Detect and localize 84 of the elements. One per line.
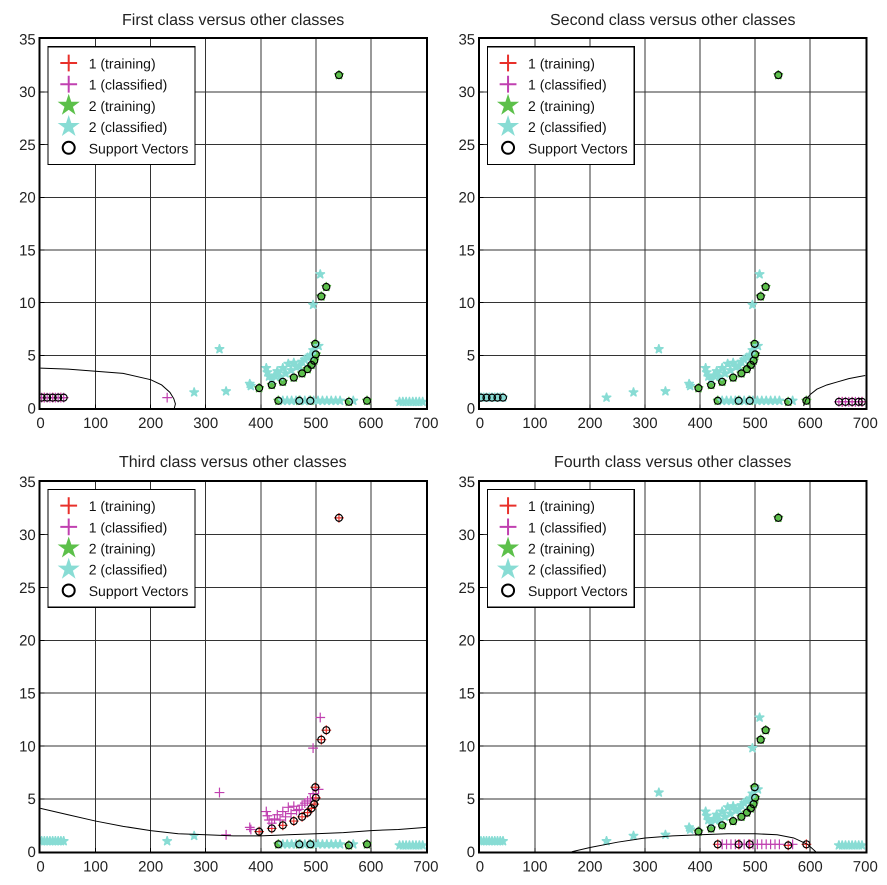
x-tick-label: 200: [577, 414, 603, 432]
legend-label: 2 (classified): [528, 119, 607, 136]
y-tick-label: 10: [458, 295, 476, 312]
legend-label: 1 (classified): [88, 76, 168, 93]
y-tick-label: 15: [19, 685, 36, 702]
legend-label: 1 (classified): [528, 519, 607, 536]
x-tick-label: 500: [742, 414, 768, 432]
x-tick-label: 300: [193, 858, 218, 876]
legend-label: 2 (classified): [88, 119, 168, 136]
x-tick-label: 400: [688, 414, 713, 432]
legend-label: Support Vectors: [88, 140, 188, 156]
y-tick-label: 20: [19, 632, 36, 650]
legend-label: 2 (classified): [528, 562, 607, 578]
y-tick-label: 5: [27, 348, 36, 365]
y-tick-label: 25: [19, 580, 36, 597]
x-tick-label: 700: [413, 858, 438, 876]
y-tick-label: 15: [458, 685, 476, 702]
x-tick-label: 700: [852, 858, 878, 876]
chart-title: Second class versus other classes: [550, 12, 796, 29]
y-tick-label: 30: [458, 527, 476, 544]
x-tick-label: 400: [248, 858, 274, 876]
x-tick-label: 100: [83, 414, 108, 432]
x-tick-label: 600: [358, 414, 384, 432]
y-tick-label: 20: [19, 190, 36, 207]
y-tick-label: 0: [27, 844, 36, 861]
y-tick-label: 30: [19, 527, 36, 544]
x-tick-label: 200: [138, 858, 164, 876]
chart-title: Fourth class versus other classes: [554, 454, 792, 471]
legend-label: 2 (training): [88, 540, 156, 557]
y-tick-label: 0: [27, 400, 36, 418]
x-tick-label: 500: [303, 414, 328, 432]
x-tick-label: 100: [83, 858, 108, 876]
y-tick-label: 15: [19, 242, 36, 260]
y-tick-label: 0: [466, 400, 476, 418]
legend-label: 2 (training): [528, 540, 595, 557]
y-tick-label: 35: [19, 474, 36, 492]
legend-label: 1 (training): [88, 498, 156, 514]
x-tick-label: 700: [852, 414, 878, 432]
x-tick-label: 700: [413, 414, 438, 432]
x-tick-label: 300: [632, 414, 658, 432]
y-tick-label: 25: [19, 136, 36, 154]
y-tick-label: 15: [458, 242, 476, 260]
y-tick-label: 35: [458, 474, 476, 492]
x-tick-label: 200: [138, 414, 164, 432]
y-tick-label: 10: [458, 738, 476, 756]
legend-label: 2 (classified): [88, 562, 168, 578]
y-tick-label: 5: [466, 348, 476, 365]
y-tick-label: 20: [458, 632, 476, 650]
x-tick-label: 500: [303, 858, 328, 876]
legend-label: 1 (classified): [88, 519, 168, 536]
legend-label: 1 (training): [88, 55, 156, 72]
legend-label: 1 (training): [528, 498, 595, 514]
x-tick-label: 400: [688, 858, 713, 876]
legend-label: 1 (training): [528, 55, 595, 72]
x-tick-label: 200: [577, 858, 603, 876]
x-tick-label: 500: [742, 858, 768, 876]
y-tick-label: 30: [458, 84, 476, 102]
x-tick-label: 300: [193, 414, 218, 432]
legend-label: Support Vectors: [528, 582, 628, 599]
y-tick-label: 25: [458, 580, 476, 597]
legend-label: 2 (training): [528, 98, 595, 114]
x-tick-label: 600: [798, 858, 823, 876]
y-tick-label: 5: [27, 791, 36, 808]
y-tick-label: 35: [458, 32, 476, 48]
y-tick-label: 25: [458, 136, 476, 154]
legend-label: Support Vectors: [528, 140, 628, 156]
x-tick-label: 300: [632, 858, 658, 876]
y-tick-label: 5: [466, 791, 476, 808]
legend-label: Support Vectors: [88, 582, 188, 599]
y-tick-label: 0: [466, 844, 476, 861]
y-tick-label: 20: [458, 190, 476, 207]
y-tick-label: 35: [19, 32, 36, 48]
legend-label: 1 (classified): [528, 76, 607, 93]
x-tick-label: 600: [798, 414, 823, 432]
y-tick-label: 30: [19, 84, 36, 102]
x-tick-label: 100: [522, 858, 548, 876]
x-tick-label: 100: [522, 414, 548, 432]
chart-title: First class versus other classes: [122, 12, 344, 29]
y-tick-label: 10: [19, 295, 36, 312]
chart-title: Third class versus other classes: [119, 454, 347, 471]
legend-label: 2 (training): [88, 98, 156, 114]
x-tick-label: 400: [248, 414, 274, 432]
x-tick-label: 600: [358, 858, 384, 876]
y-tick-label: 10: [19, 738, 36, 756]
